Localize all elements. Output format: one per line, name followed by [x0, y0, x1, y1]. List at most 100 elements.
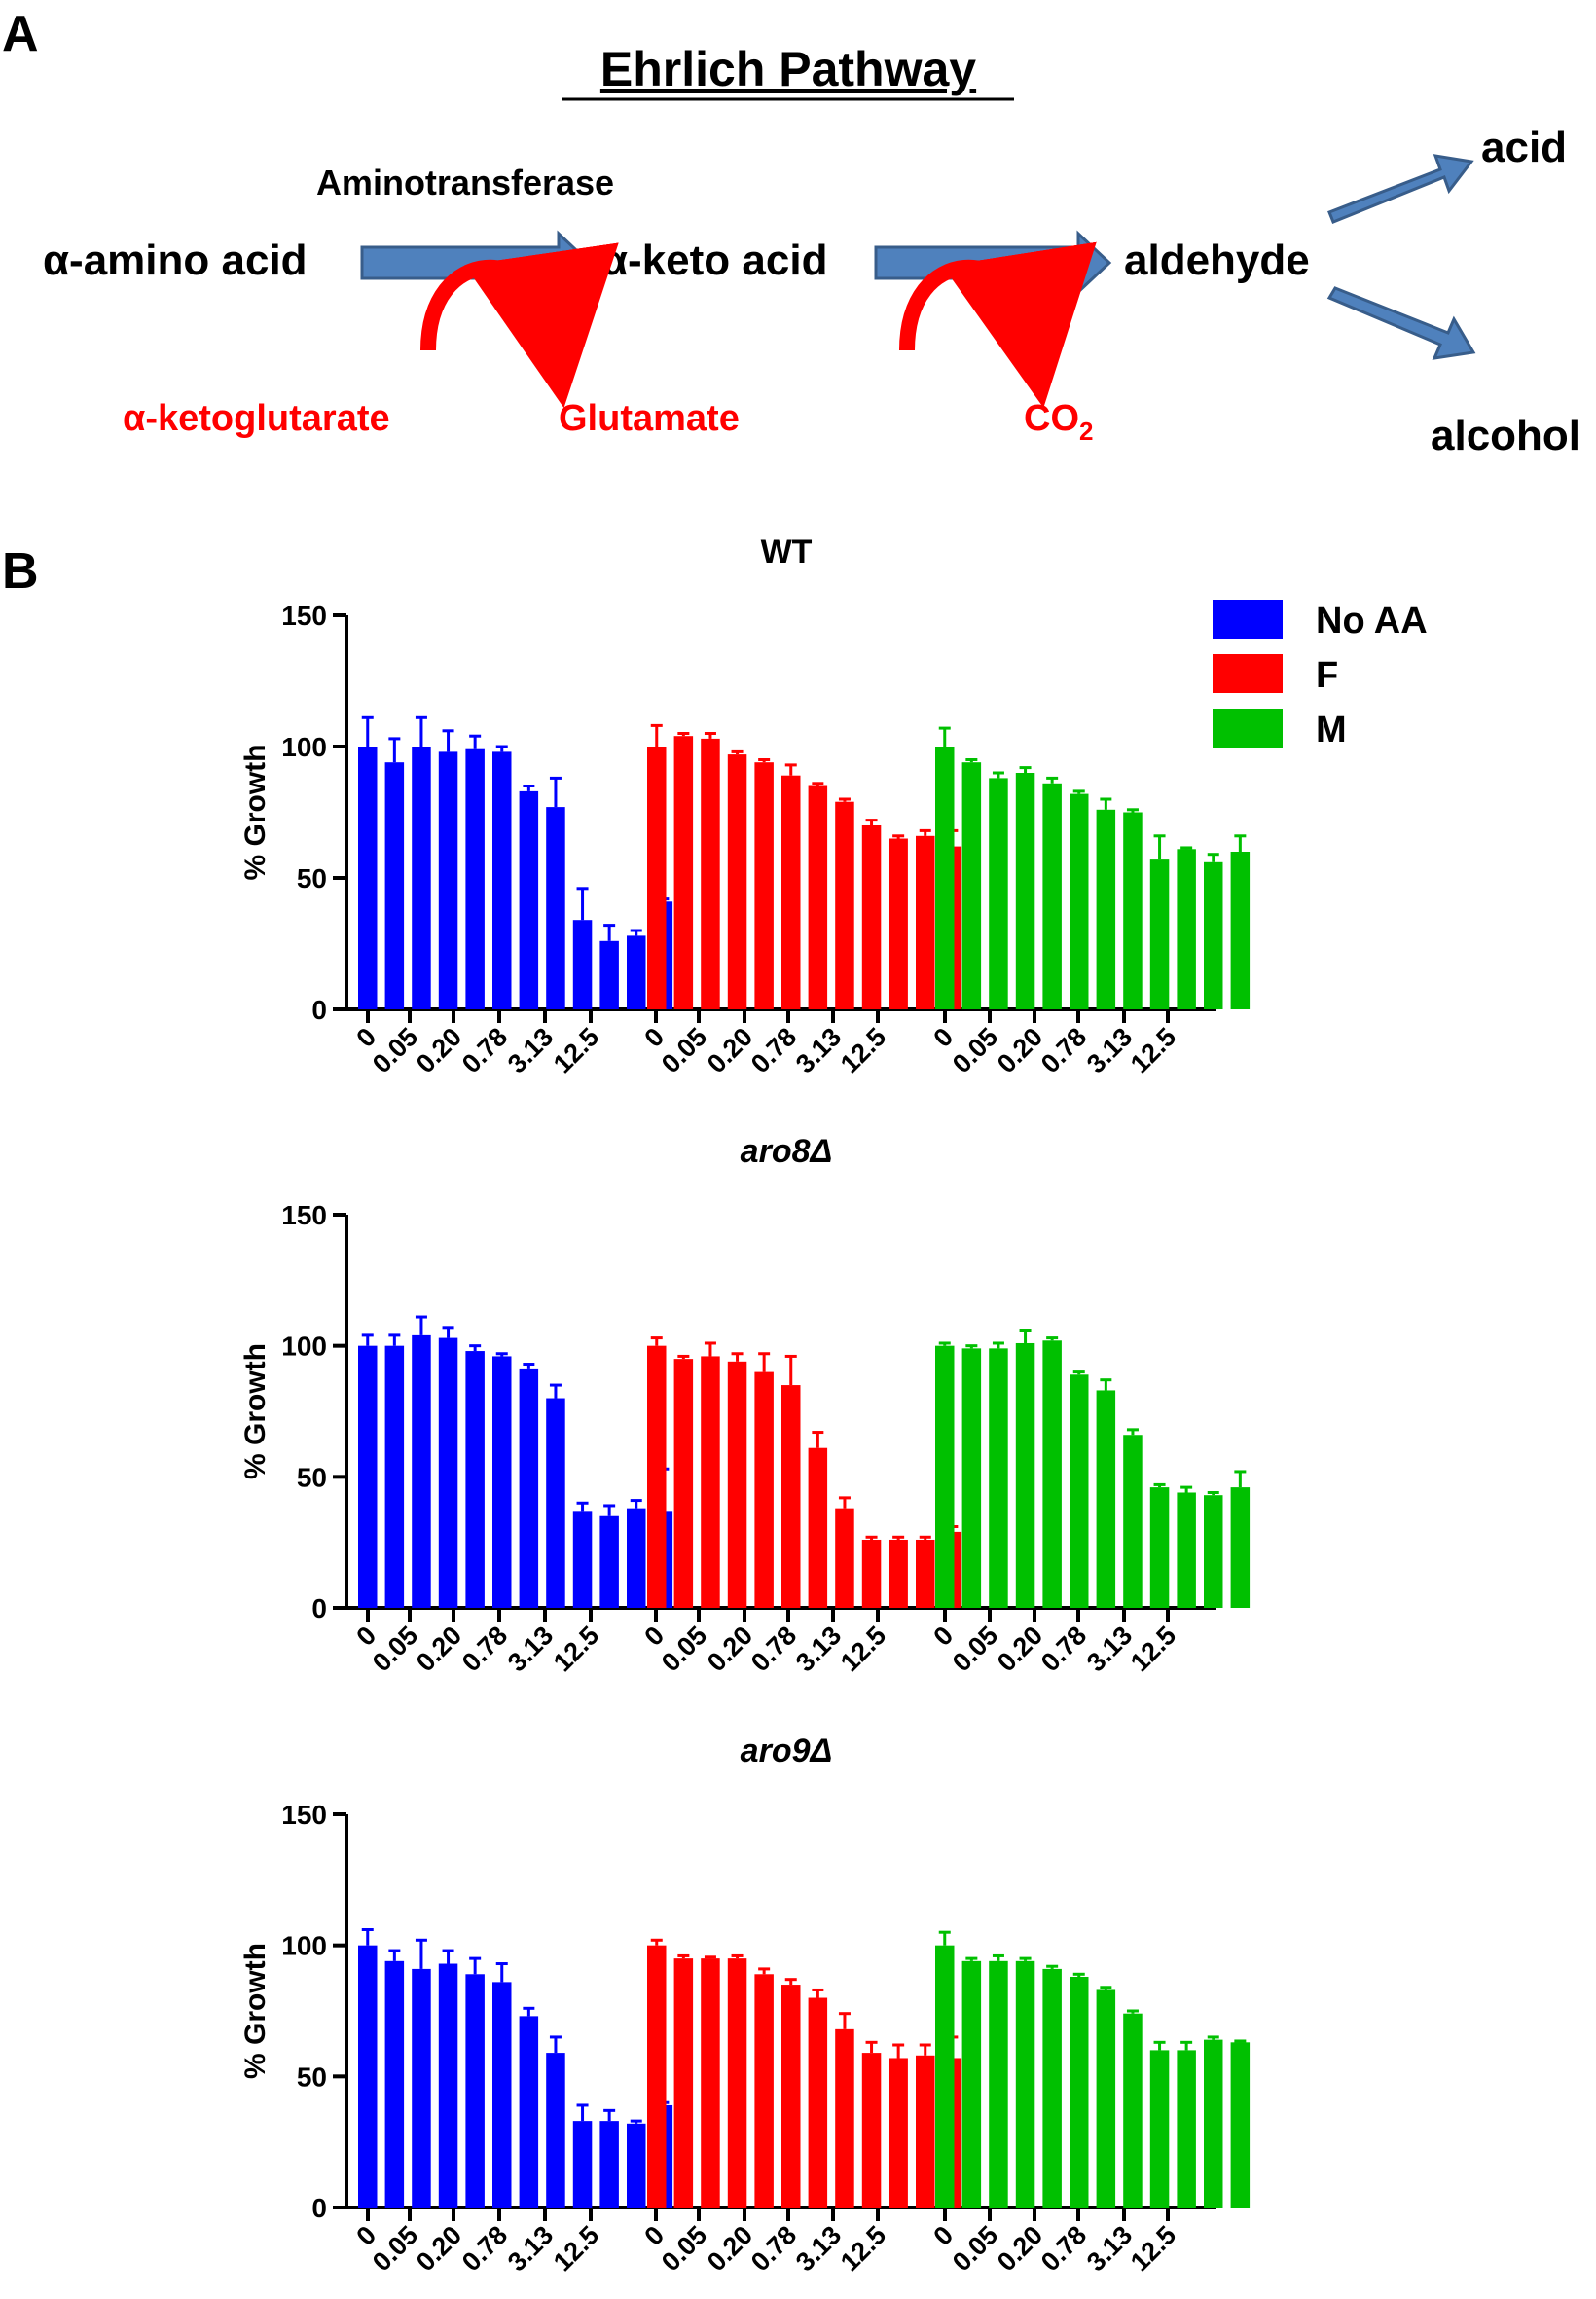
bar: [727, 754, 747, 1009]
x-tick-label: 12.5: [548, 1621, 604, 1677]
bar: [519, 790, 539, 1009]
bar: [1204, 1495, 1223, 1608]
bar: [989, 1348, 1008, 1608]
y-tick-label: 100: [281, 1332, 327, 1362]
x-tick-label: 0.05: [947, 2220, 1003, 2277]
bar: [358, 1345, 378, 1608]
bar: [889, 2058, 908, 2208]
bar: [861, 1539, 882, 1608]
bar: [861, 2053, 882, 2208]
amino-acid-label: α-amino acid: [43, 237, 308, 284]
bar: [1149, 859, 1170, 1009]
bar: [701, 1958, 720, 2208]
bar: [935, 1945, 955, 2208]
bar: [861, 825, 882, 1009]
x-tick-label: 3.13: [1081, 1022, 1138, 1078]
bar: [647, 1345, 667, 1608]
bar: [358, 1945, 378, 2208]
bar: [492, 1982, 512, 2208]
bar: [384, 1960, 405, 2208]
bar: [1230, 2042, 1251, 2208]
x-tick-label: 12.5: [1125, 2220, 1181, 2277]
bar: [701, 1356, 720, 1608]
x-tick-label: 0.20: [992, 1621, 1048, 1677]
bar: [1149, 2050, 1170, 2208]
bar: [627, 935, 646, 1009]
enzyme-label: Aminotransferase: [316, 163, 614, 202]
x-tick-label: 12.5: [1125, 1621, 1181, 1677]
bar: [835, 2028, 854, 2208]
x-tick-label: 0.78: [745, 2220, 802, 2277]
bar: [647, 1945, 667, 2208]
x-tick-label: 0.78: [1035, 1621, 1092, 1677]
bar: [599, 2121, 619, 2208]
y-tick-label: 150: [281, 1800, 327, 1830]
bar: [727, 1361, 747, 1608]
bar: [627, 2123, 646, 2208]
bar: [1042, 1340, 1062, 1608]
bar: [935, 747, 955, 1009]
ketoglutarate-label: α-ketoglutarate: [123, 398, 390, 439]
y-tick-label: 50: [297, 1462, 327, 1492]
x-tick-label: 0: [927, 1022, 959, 1053]
x-tick-label: 3.13: [502, 1621, 559, 1677]
bar: [465, 748, 485, 1009]
y-axis-label: % Growth: [239, 1343, 272, 1479]
x-tick-label: 12.5: [835, 1621, 891, 1677]
bar: [492, 1356, 512, 1608]
x-tick-label: 3.13: [790, 1621, 847, 1677]
legend-label: No AA: [1316, 601, 1428, 641]
pathway-title: Ehrlich Pathway: [600, 42, 976, 96]
y-tick-label: 0: [311, 2193, 327, 2223]
x-tick-label: 0.20: [702, 1621, 758, 1677]
x-tick-label: 3.13: [1081, 1621, 1138, 1677]
bar: [1015, 1342, 1035, 1608]
bar: [412, 1968, 431, 2208]
bar: [599, 940, 619, 1009]
bar: [961, 762, 982, 1009]
keto-acid-label: α-keto acid: [601, 237, 827, 284]
bar: [916, 2055, 935, 2208]
bar: [572, 2121, 593, 2208]
bar: [1042, 783, 1062, 1009]
bar: [889, 838, 908, 1009]
x-tick-label: 0.05: [947, 1022, 1003, 1078]
co2-base: CO: [1024, 398, 1079, 439]
bar: [1042, 1968, 1062, 2208]
arrow-keto-to-aldehyde: [874, 230, 1112, 296]
x-tick-label: 12.5: [548, 2220, 604, 2277]
bar: [384, 1345, 405, 1608]
bar: [412, 1334, 431, 1608]
bar: [627, 1508, 646, 1608]
bar: [673, 1359, 694, 1608]
bar: [647, 747, 667, 1009]
bar: [1096, 1390, 1116, 1608]
bar: [961, 1348, 982, 1608]
bar: [492, 751, 512, 1009]
chart-title: aro8Δ: [741, 1133, 833, 1170]
bar: [808, 785, 828, 1009]
legend-swatch: [1213, 709, 1283, 748]
bar: [835, 1508, 854, 1608]
x-tick-label: 0.78: [1035, 1022, 1092, 1078]
bar: [1070, 1976, 1089, 2208]
co2-subscript: 2: [1079, 417, 1093, 446]
x-tick-label: 0.78: [456, 2220, 513, 2277]
chart-title: WT: [761, 533, 813, 570]
bar: [519, 1368, 539, 1608]
panel-a-label: A: [2, 6, 39, 62]
bar: [1177, 849, 1196, 1009]
chart-legend: No AA FM: [1213, 600, 1428, 750]
x-tick-label: 0.20: [702, 2220, 758, 2277]
bar: [519, 2016, 539, 2208]
bar: [438, 1337, 458, 1608]
bar: [754, 762, 774, 1009]
bar: [358, 747, 378, 1009]
bar: [916, 1539, 935, 1608]
panel-a-pathway-diagram: A Ehrlich Pathway Aminotransferase α-ami…: [2, 6, 1580, 459]
bar: [1230, 1487, 1251, 1608]
glutamate-label: Glutamate: [559, 398, 740, 439]
bar: [546, 2053, 565, 2208]
x-tick-label: 12.5: [1125, 1022, 1181, 1078]
